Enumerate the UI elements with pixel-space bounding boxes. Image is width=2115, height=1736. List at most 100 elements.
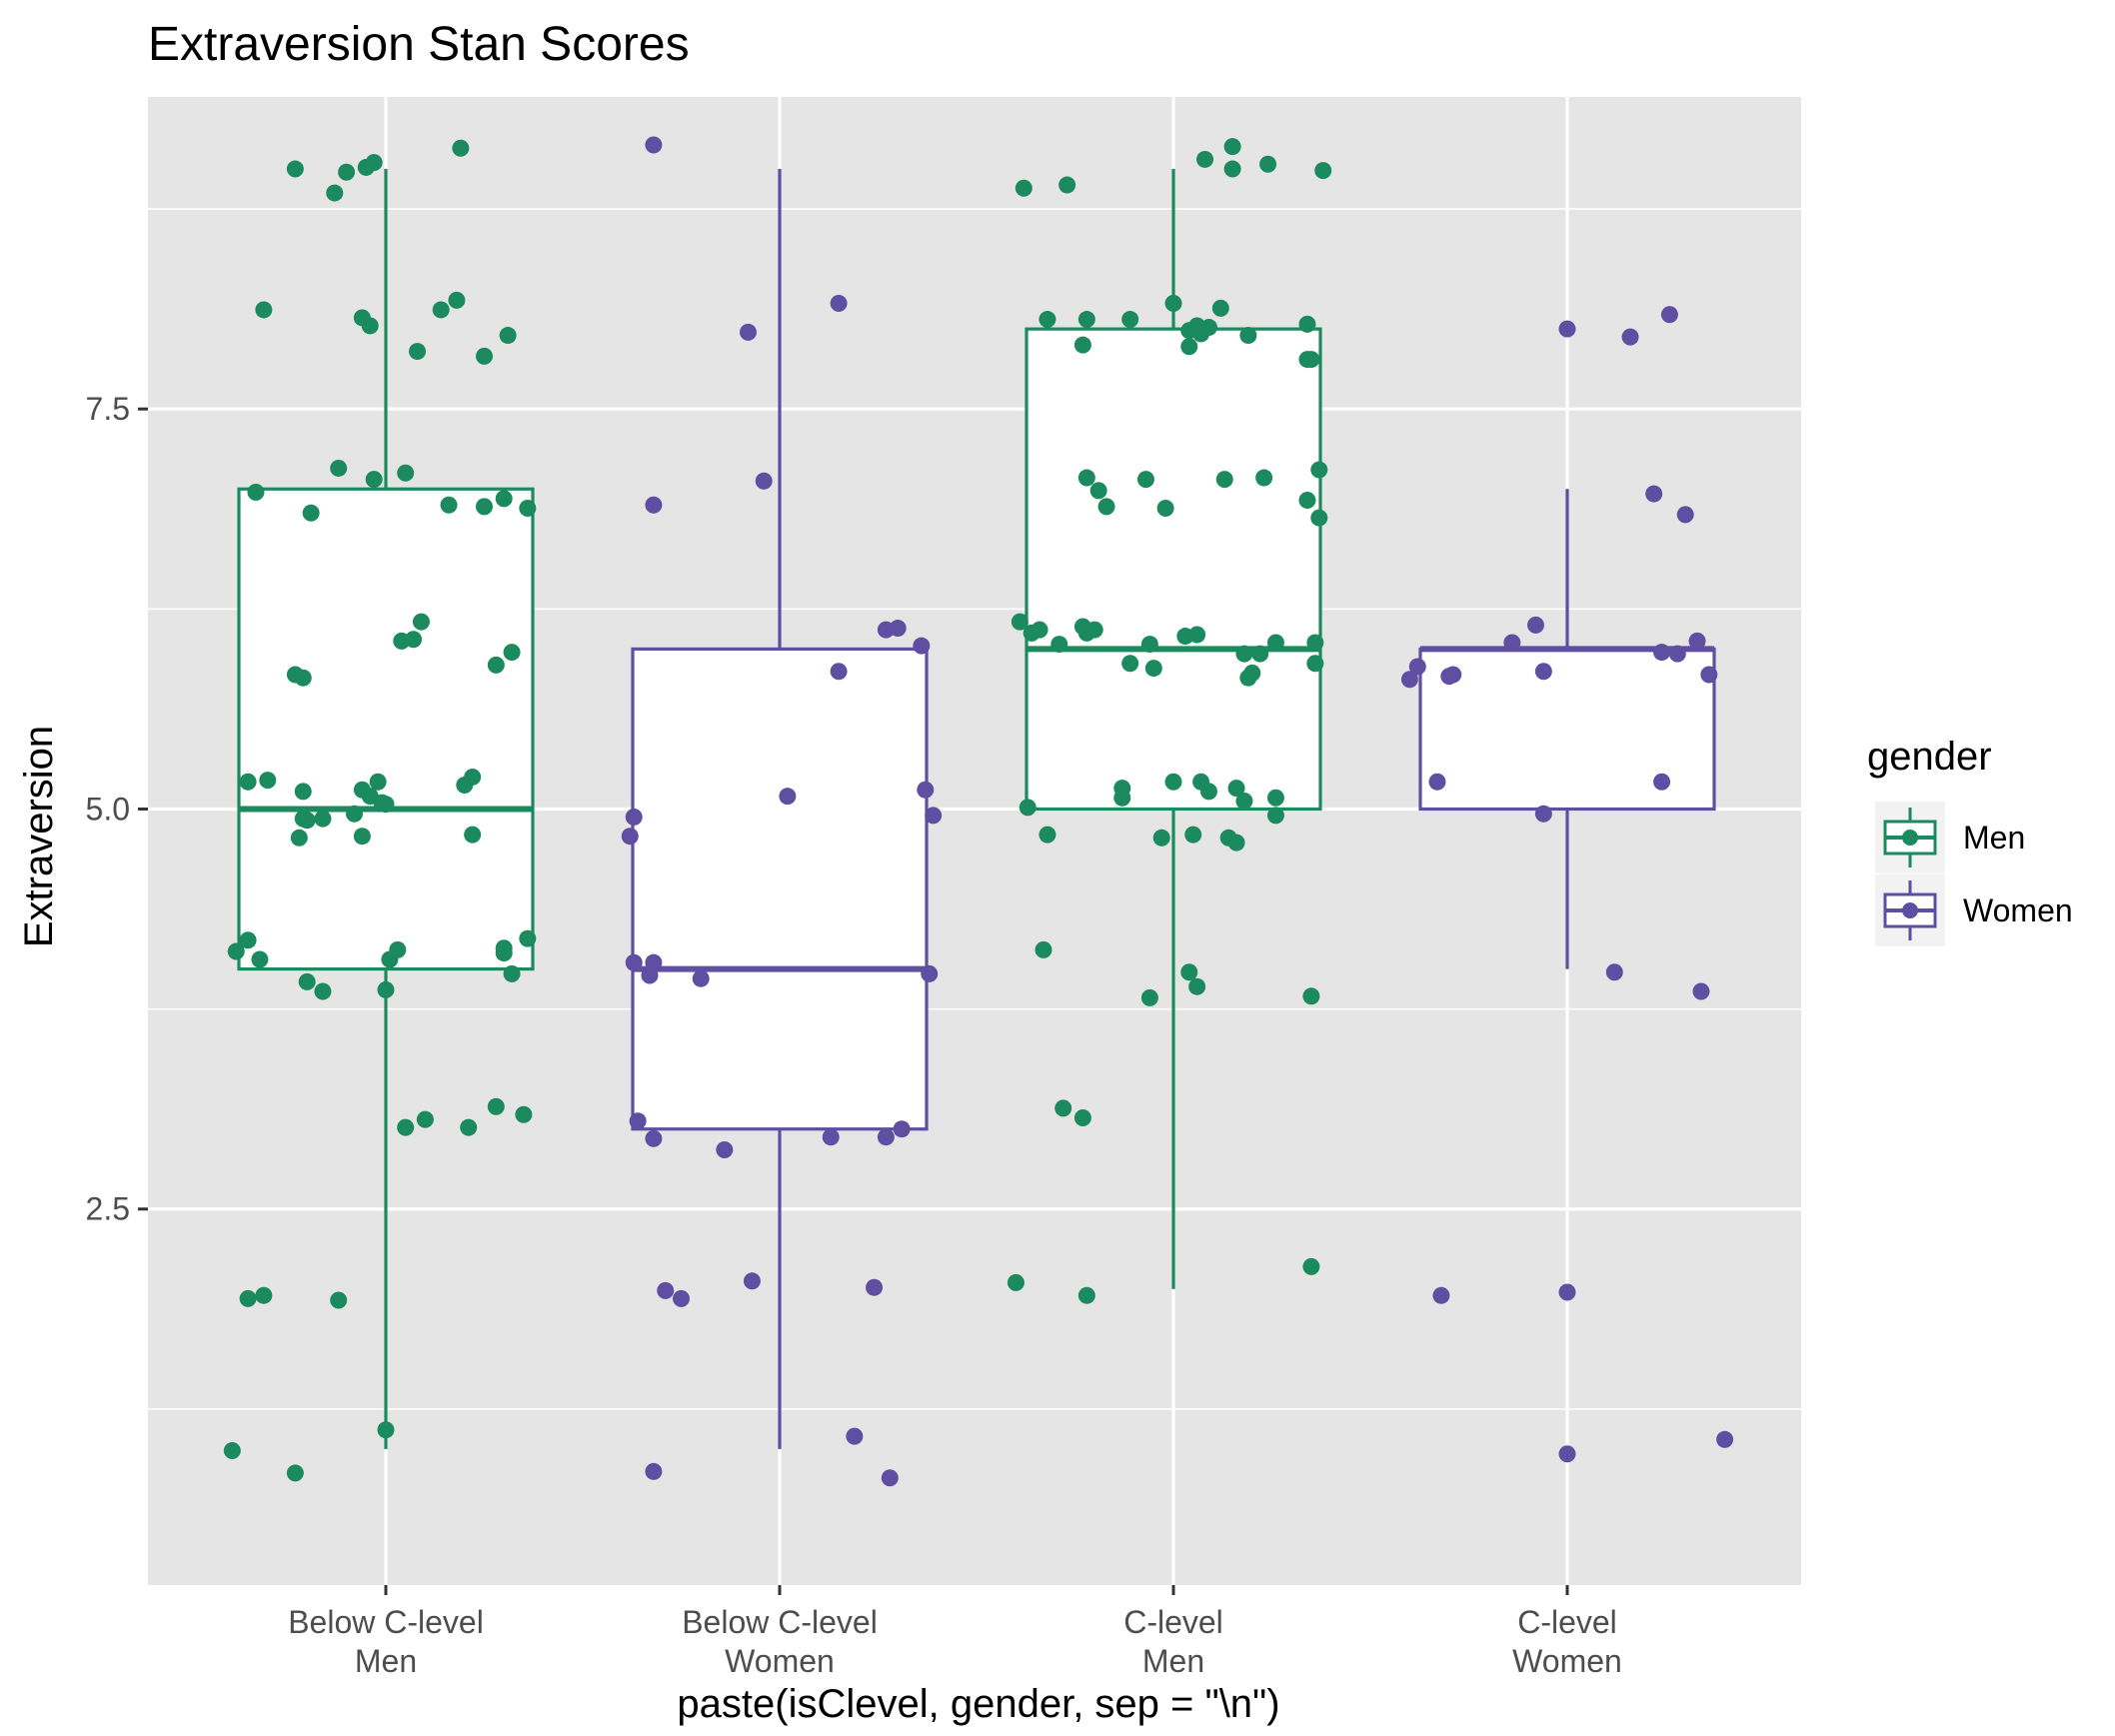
data-point [503,644,521,662]
data-point [1700,666,1718,684]
data-point [1199,783,1217,801]
data-point [1188,626,1206,644]
data-point [1227,834,1245,852]
data-point [290,829,308,847]
data-point [1251,645,1269,663]
data-point [1058,176,1076,194]
legend-label-women: Women [1963,892,2073,928]
data-point [1227,780,1245,798]
data-point [412,613,430,631]
data-point [1073,336,1091,354]
legend-key-men [1875,802,1945,873]
data-point [1144,660,1162,678]
data-point [1113,789,1131,807]
data-point [925,807,943,825]
chart-title: Extraversion Stan Scores [148,18,690,71]
data-point [286,160,304,178]
box-iqr [631,647,929,1131]
data-point [464,826,482,844]
data-point [1055,1099,1072,1117]
data-point [1534,805,1552,823]
data-point [1164,773,1182,791]
data-point [1031,621,1049,639]
data-point [1077,469,1095,487]
data-point [255,1286,273,1304]
data-point [1653,773,1671,791]
data-point [1015,179,1033,197]
data-point [1077,1286,1095,1304]
data-point [1668,645,1686,663]
legend-key-women [1875,874,1945,946]
legend-key-point [1902,830,1918,846]
legend-label-men: Men [1963,820,2025,856]
data-point [1645,485,1663,503]
x-tick-label-line2: Men [355,1643,417,1679]
data-point [464,768,482,786]
data-point [515,1105,533,1123]
data-point [1164,295,1182,313]
data-point [1503,634,1521,652]
data-point [1266,634,1284,652]
data-point [495,944,513,962]
x-tick-label-line2: Women [725,1643,835,1679]
data-point [1716,1430,1734,1448]
data-point [1653,644,1671,662]
data-point [830,663,848,681]
data-point [830,295,848,313]
data-point [1039,826,1057,844]
data-point [921,964,939,982]
data-point [409,343,427,361]
data-point [866,1278,884,1296]
data-point [353,828,371,846]
data-point [1266,807,1284,825]
box-3 [1025,169,1322,1289]
data-point [365,154,383,172]
data-point [1192,325,1210,343]
data-point [1400,671,1418,689]
data-point [519,929,537,947]
data-point [1035,940,1053,958]
data-point [913,637,931,655]
data-point [1235,792,1253,810]
data-point [503,964,521,982]
data-point [286,1464,304,1482]
box-2 [631,169,929,1449]
data-point [1073,1108,1091,1126]
data-point [1239,327,1257,345]
data-point [330,1291,348,1309]
data-point [1298,351,1316,369]
data-point [251,950,269,968]
data-point [625,808,643,826]
data-point [1298,491,1316,509]
data-point [645,1129,663,1147]
data-point [1302,987,1320,1005]
data-point [476,498,493,516]
data-point [361,317,379,335]
data-point [629,1112,647,1130]
data-point [377,1421,395,1439]
data-point [397,1118,415,1136]
data-point [1692,982,1710,1000]
data-point [239,1289,257,1307]
data-point [881,1469,899,1487]
data-point [1223,160,1241,178]
data-point [294,783,312,801]
data-point [1676,506,1694,524]
data-point [377,980,395,998]
data-point [223,1442,241,1460]
data-point [1660,306,1678,324]
data-point [1432,1286,1450,1304]
data-point [739,323,757,341]
data-point [755,472,773,490]
y-tick-label: 5.0 [86,791,130,827]
data-point [1152,829,1170,847]
x-tick-label-line1: Below C-level [288,1604,484,1640]
data-point [1526,616,1544,634]
data-point [1011,613,1029,631]
data-point [657,1281,675,1299]
data-point [365,471,383,489]
data-point [1156,499,1174,517]
data-point [1558,320,1576,338]
data-point [1007,1273,1025,1291]
